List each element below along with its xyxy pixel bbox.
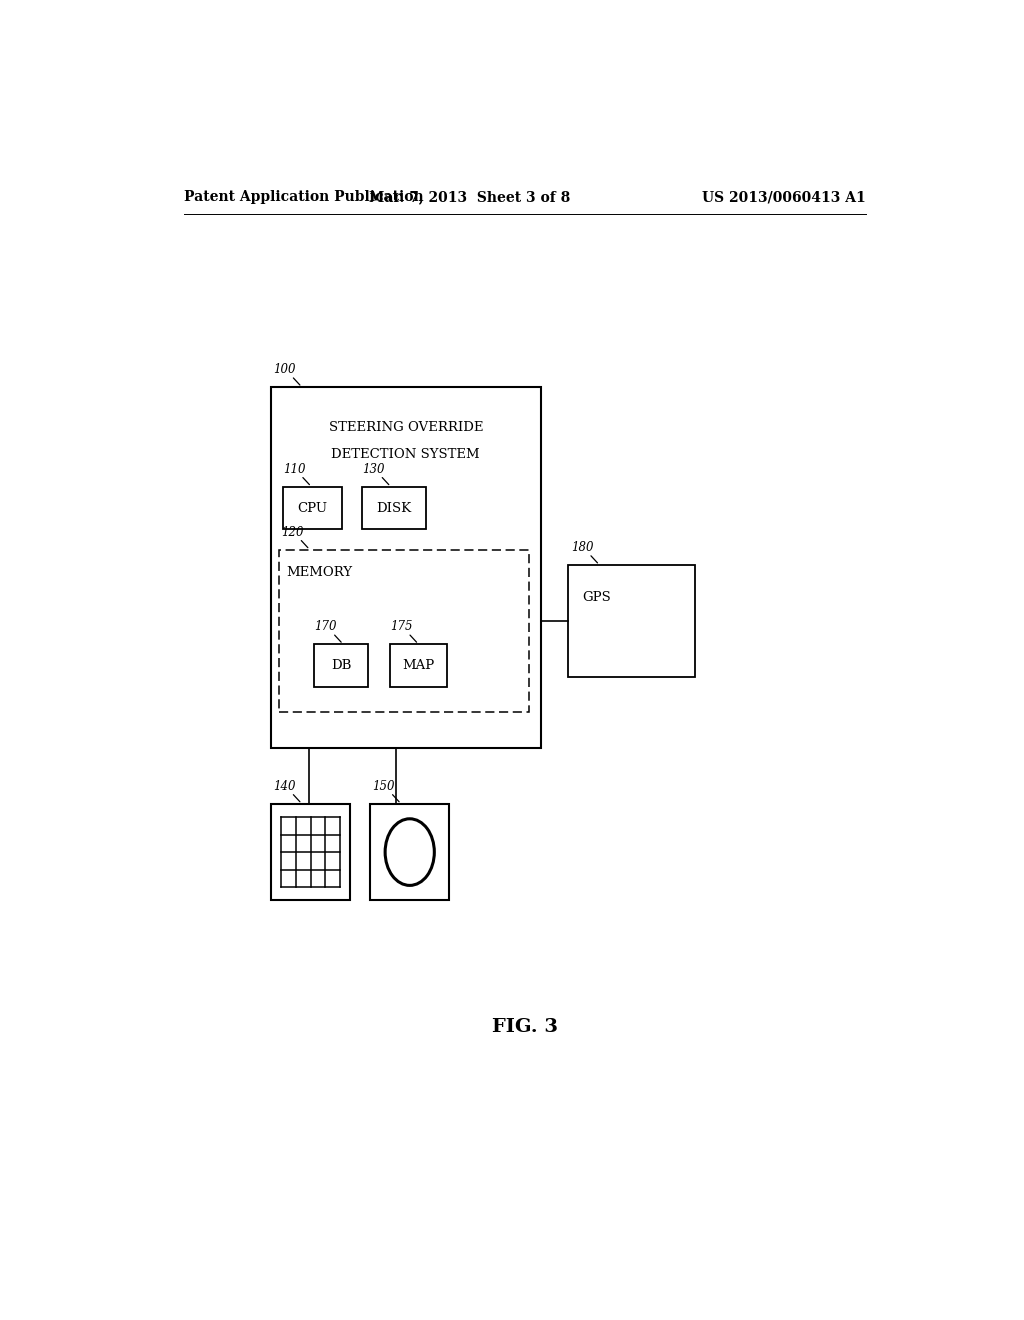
Text: DETECTION SYSTEM: DETECTION SYSTEM	[332, 447, 480, 461]
Text: 130: 130	[362, 462, 385, 475]
Bar	[314, 644, 369, 686]
Text: GPS: GPS	[583, 591, 611, 605]
Ellipse shape	[385, 818, 434, 886]
Text: DB: DB	[332, 659, 351, 672]
Text: DISK: DISK	[376, 502, 412, 515]
Bar	[270, 387, 541, 748]
Text: MAP: MAP	[402, 659, 434, 672]
Text: 150: 150	[373, 780, 395, 792]
Bar	[370, 804, 450, 900]
Bar	[270, 804, 350, 900]
Text: 100: 100	[273, 363, 296, 376]
Text: STEERING OVERRIDE: STEERING OVERRIDE	[329, 421, 483, 434]
Bar	[568, 565, 695, 677]
Text: 175: 175	[390, 620, 413, 634]
Text: 120: 120	[282, 525, 304, 539]
Text: 140: 140	[273, 780, 296, 792]
Bar	[283, 487, 342, 529]
Text: Mar. 7, 2013  Sheet 3 of 8: Mar. 7, 2013 Sheet 3 of 8	[369, 190, 570, 205]
Text: 170: 170	[314, 620, 337, 634]
Bar	[390, 644, 447, 686]
Text: Patent Application Publication: Patent Application Publication	[183, 190, 423, 205]
Text: CPU: CPU	[297, 502, 328, 515]
Text: US 2013/0060413 A1: US 2013/0060413 A1	[702, 190, 866, 205]
Bar	[279, 549, 528, 713]
Text: 180: 180	[570, 541, 593, 554]
Text: FIG. 3: FIG. 3	[492, 1019, 558, 1036]
Text: 110: 110	[283, 462, 305, 475]
Bar	[362, 487, 426, 529]
Text: MEMORY: MEMORY	[287, 565, 353, 578]
